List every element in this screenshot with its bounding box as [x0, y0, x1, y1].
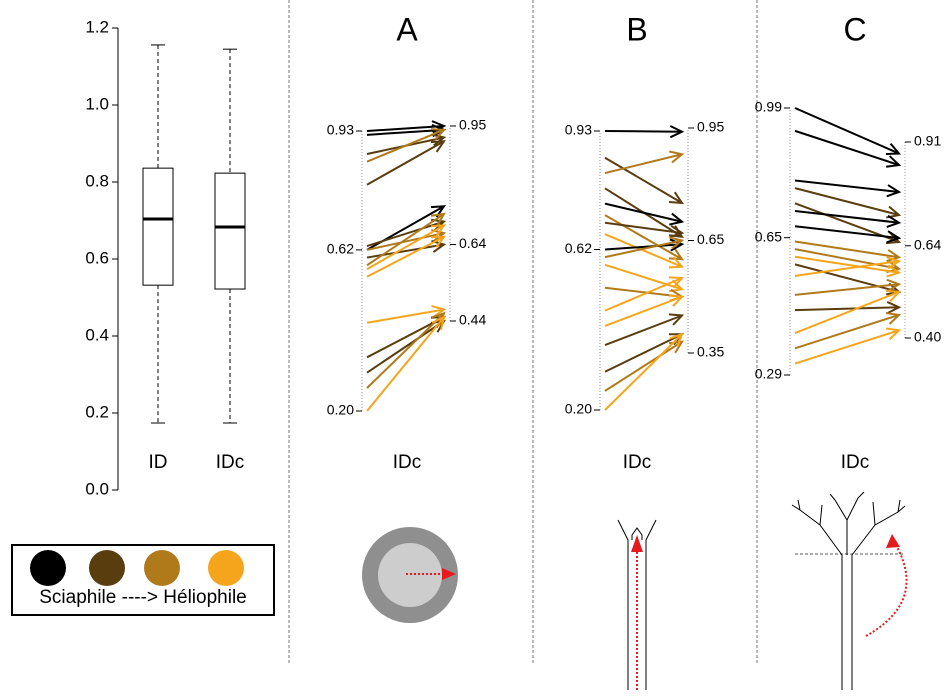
legend-swatch: [144, 550, 180, 586]
arrow: [366, 140, 447, 186]
x-tick-label: ID: [149, 452, 168, 473]
panel-title: A: [396, 11, 418, 47]
arrow: [604, 313, 685, 346]
y-tick-label: 0.29: [755, 366, 782, 382]
arrow: [604, 150, 685, 175]
arrow: [794, 289, 902, 334]
tree-icon: [791, 491, 908, 690]
legend-label: Sciaphile ----> Héliophile: [39, 587, 247, 608]
y-tick-label: 1.0: [85, 94, 109, 113]
y2-tick-label: 0.35: [697, 344, 724, 360]
y-tick-label: 0.93: [327, 122, 354, 138]
y-tick-label: 0.6: [85, 248, 109, 267]
arrow: [604, 202, 685, 226]
arrow: [604, 238, 685, 252]
arrow: [604, 233, 685, 269]
arrow: [794, 129, 902, 168]
x-label: IDc: [393, 452, 422, 473]
panel-title: B: [626, 11, 647, 47]
arrow: [794, 312, 902, 350]
legend-swatch: [30, 550, 66, 586]
arrow: [794, 255, 902, 278]
arrow: [604, 236, 685, 259]
arrow: [366, 304, 447, 324]
arrow: [794, 278, 902, 296]
x-tick-label: IDc: [216, 452, 245, 473]
y-tick-label: 0.0: [85, 479, 109, 498]
arrow: [366, 133, 447, 155]
x-label: IDc: [841, 452, 870, 473]
panel-title: C: [843, 11, 866, 47]
arrow: [366, 128, 447, 163]
arrow: [366, 315, 446, 412]
arrow: [604, 294, 685, 327]
arrow: [366, 235, 447, 278]
y2-tick-label: 0.95: [459, 117, 486, 133]
y-tick-label: 0.99: [755, 99, 782, 115]
stem-icon: [617, 519, 657, 690]
y-tick-label: 0.2: [85, 402, 109, 421]
x-label: IDc: [623, 452, 652, 473]
y2-tick-label: 0.91: [914, 133, 941, 149]
y2-tick-label: 0.40: [914, 329, 941, 345]
y-tick-label: 0.4: [85, 325, 109, 344]
y-tick-label: 0.20: [327, 402, 354, 418]
legend-swatch: [208, 550, 244, 586]
box: [142, 167, 174, 286]
arrow: [794, 179, 902, 198]
arrow: [794, 327, 902, 365]
arrow: [794, 209, 902, 228]
y2-tick-label: 0.64: [459, 235, 486, 251]
arrow: [604, 156, 684, 205]
box: [214, 172, 246, 290]
y2-tick-label: 0.95: [697, 119, 724, 135]
y2-tick-label: 0.65: [697, 231, 724, 247]
arrow: [794, 301, 902, 315]
y2-tick-label: 0.44: [459, 312, 486, 328]
y-tick-label: 0.20: [565, 401, 592, 417]
legend-swatch: [89, 550, 125, 586]
arrow: [366, 224, 446, 270]
y-tick-label: 0.62: [565, 240, 592, 256]
arrow: [604, 332, 684, 411]
arrow: [604, 276, 685, 312]
arrow: [366, 212, 446, 267]
arrow: [794, 107, 902, 156]
y-tick-label: 0.8: [85, 171, 109, 190]
cross-section-icon: [362, 527, 458, 623]
arrow: [604, 221, 685, 239]
arrow: [794, 240, 902, 263]
arrow: [794, 256, 902, 277]
y-tick-label: 0.62: [327, 241, 354, 257]
arrow: [604, 214, 684, 261]
arrow: [794, 225, 902, 244]
arrow: [604, 125, 685, 139]
y2-tick-label: 0.64: [914, 236, 941, 252]
y-tick-label: 1.2: [85, 17, 109, 36]
y-tick-label: 0.65: [755, 228, 782, 244]
y-tick-label: 0.93: [565, 122, 592, 138]
